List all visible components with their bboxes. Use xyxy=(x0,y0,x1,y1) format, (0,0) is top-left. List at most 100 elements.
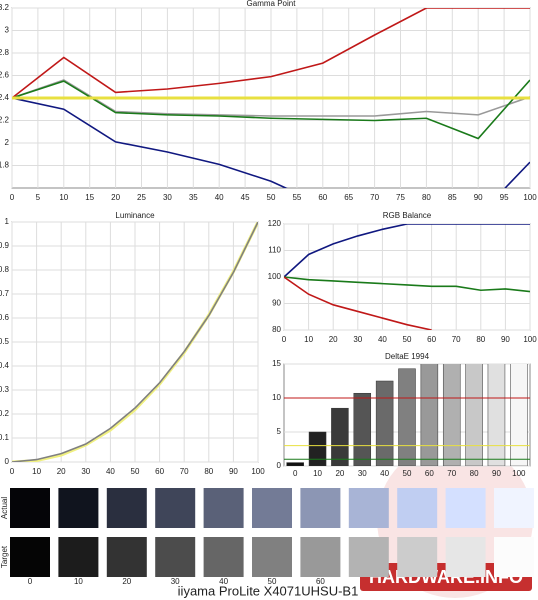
x-tick-label: 0 xyxy=(282,335,287,344)
x-tick-label: 70 xyxy=(370,193,379,202)
x-tick-label: 60 xyxy=(425,469,434,478)
x-tick-label: 60 xyxy=(155,467,164,476)
swatch-actual xyxy=(252,488,292,528)
swatch-label: 60 xyxy=(316,577,325,586)
bar xyxy=(420,364,439,466)
x-tick-label: 80 xyxy=(204,467,213,476)
x-tick-label: 70 xyxy=(452,335,461,344)
y-tick-label: 100 xyxy=(268,272,282,281)
row-label: Actual xyxy=(0,497,9,519)
swatch-label: 30 xyxy=(171,577,180,586)
y-tick-label: 5 xyxy=(277,427,282,436)
x-tick-label: 0 xyxy=(10,193,15,202)
bar xyxy=(375,380,394,466)
x-tick-label: 45 xyxy=(241,193,250,202)
x-tick-label: 25 xyxy=(137,193,146,202)
y-tick-label: 3 xyxy=(5,26,10,35)
x-tick-label: 10 xyxy=(59,193,68,202)
plot-layer xyxy=(284,364,530,466)
y-tick-label: 2.8 xyxy=(0,48,10,57)
series-line xyxy=(12,222,258,462)
plot-layer xyxy=(284,224,530,330)
x-tick-label: 20 xyxy=(111,193,120,202)
swatch-target xyxy=(203,537,244,577)
x-tick-label: 90 xyxy=(492,469,501,478)
y-tick-label: 110 xyxy=(268,246,281,255)
series-line xyxy=(12,97,530,188)
x-tick-label: 90 xyxy=(501,335,510,344)
bar xyxy=(442,364,461,466)
y-tick-label: 0.5 xyxy=(0,337,10,346)
x-tick-label: 50 xyxy=(403,335,412,344)
bar xyxy=(510,364,528,466)
swatch-actual xyxy=(155,488,196,528)
x-tick-label: 95 xyxy=(500,193,509,202)
x-tick-label: 100 xyxy=(523,193,537,202)
caption: iiyama ProLite X4071UHSU-B1 xyxy=(178,583,359,598)
y-tick-label: 1.8 xyxy=(0,161,10,170)
x-tick-label: 20 xyxy=(57,467,66,476)
swatch-target xyxy=(106,537,147,577)
row-label: Target xyxy=(0,545,9,568)
chart-title: Gamma Point xyxy=(247,0,297,8)
y-tick-label: 0 xyxy=(277,461,282,470)
x-tick-label: 20 xyxy=(329,335,338,344)
y-tick-label: 0.4 xyxy=(0,361,10,370)
x-tick-label: 0 xyxy=(293,469,298,478)
bar xyxy=(286,462,304,466)
series-line xyxy=(12,8,530,99)
x-tick-label: 50 xyxy=(131,467,140,476)
series-line xyxy=(284,276,432,330)
x-tick-label: 30 xyxy=(358,469,367,478)
swatch-actual xyxy=(494,488,534,528)
swatch-target xyxy=(10,537,50,577)
x-tick-label: 50 xyxy=(403,469,412,478)
series-line xyxy=(284,276,530,293)
x-tick-label: 80 xyxy=(476,335,485,344)
swatch-actual xyxy=(348,488,389,528)
series-line xyxy=(12,79,530,140)
y-tick-label: 15 xyxy=(272,359,281,368)
swatch-target xyxy=(445,537,486,577)
swatch-label: 40 xyxy=(219,577,228,586)
swatch-actual xyxy=(58,488,99,528)
swatch-actual xyxy=(203,488,244,528)
swatch-label: 50 xyxy=(268,577,277,586)
x-tick-label: 30 xyxy=(163,193,172,202)
chart-title: Luminance xyxy=(115,211,155,220)
plot-layer xyxy=(12,222,258,462)
x-tick-label: 100 xyxy=(523,335,537,344)
x-tick-label: 100 xyxy=(251,467,265,476)
y-tick-label: 2.6 xyxy=(0,71,10,80)
x-tick-label: 65 xyxy=(344,193,353,202)
x-tick-label: 40 xyxy=(106,467,115,476)
y-tick-label: 2.4 xyxy=(0,93,10,102)
x-tick-label: 50 xyxy=(267,193,276,202)
swatch-actual xyxy=(10,488,50,528)
y-tick-label: 0.7 xyxy=(0,289,10,298)
x-tick-label: 15 xyxy=(85,193,94,202)
swatch-label: 10 xyxy=(74,577,83,586)
x-tick-label: 20 xyxy=(335,469,344,478)
x-tick-label: 35 xyxy=(189,193,198,202)
bar xyxy=(331,407,349,466)
swatch-target xyxy=(494,537,534,577)
x-tick-label: 80 xyxy=(422,193,431,202)
plot-layer xyxy=(12,8,530,188)
swatch-actual xyxy=(106,488,147,528)
x-tick-label: 5 xyxy=(36,193,41,202)
y-tick-label: 0.1 xyxy=(0,433,10,442)
x-tick-label: 30 xyxy=(353,335,362,344)
x-tick-label: 70 xyxy=(447,469,456,478)
x-tick-label: 85 xyxy=(448,193,457,202)
y-tick-label: 0 xyxy=(5,457,10,466)
y-tick-label: 80 xyxy=(272,325,281,334)
swatch-target xyxy=(155,537,196,577)
x-tick-label: 90 xyxy=(229,467,238,476)
swatch-target xyxy=(348,537,389,577)
y-tick-label: 90 xyxy=(272,299,281,308)
y-tick-label: 3.2 xyxy=(0,3,10,12)
chart-title: RGB Balance xyxy=(383,211,432,220)
